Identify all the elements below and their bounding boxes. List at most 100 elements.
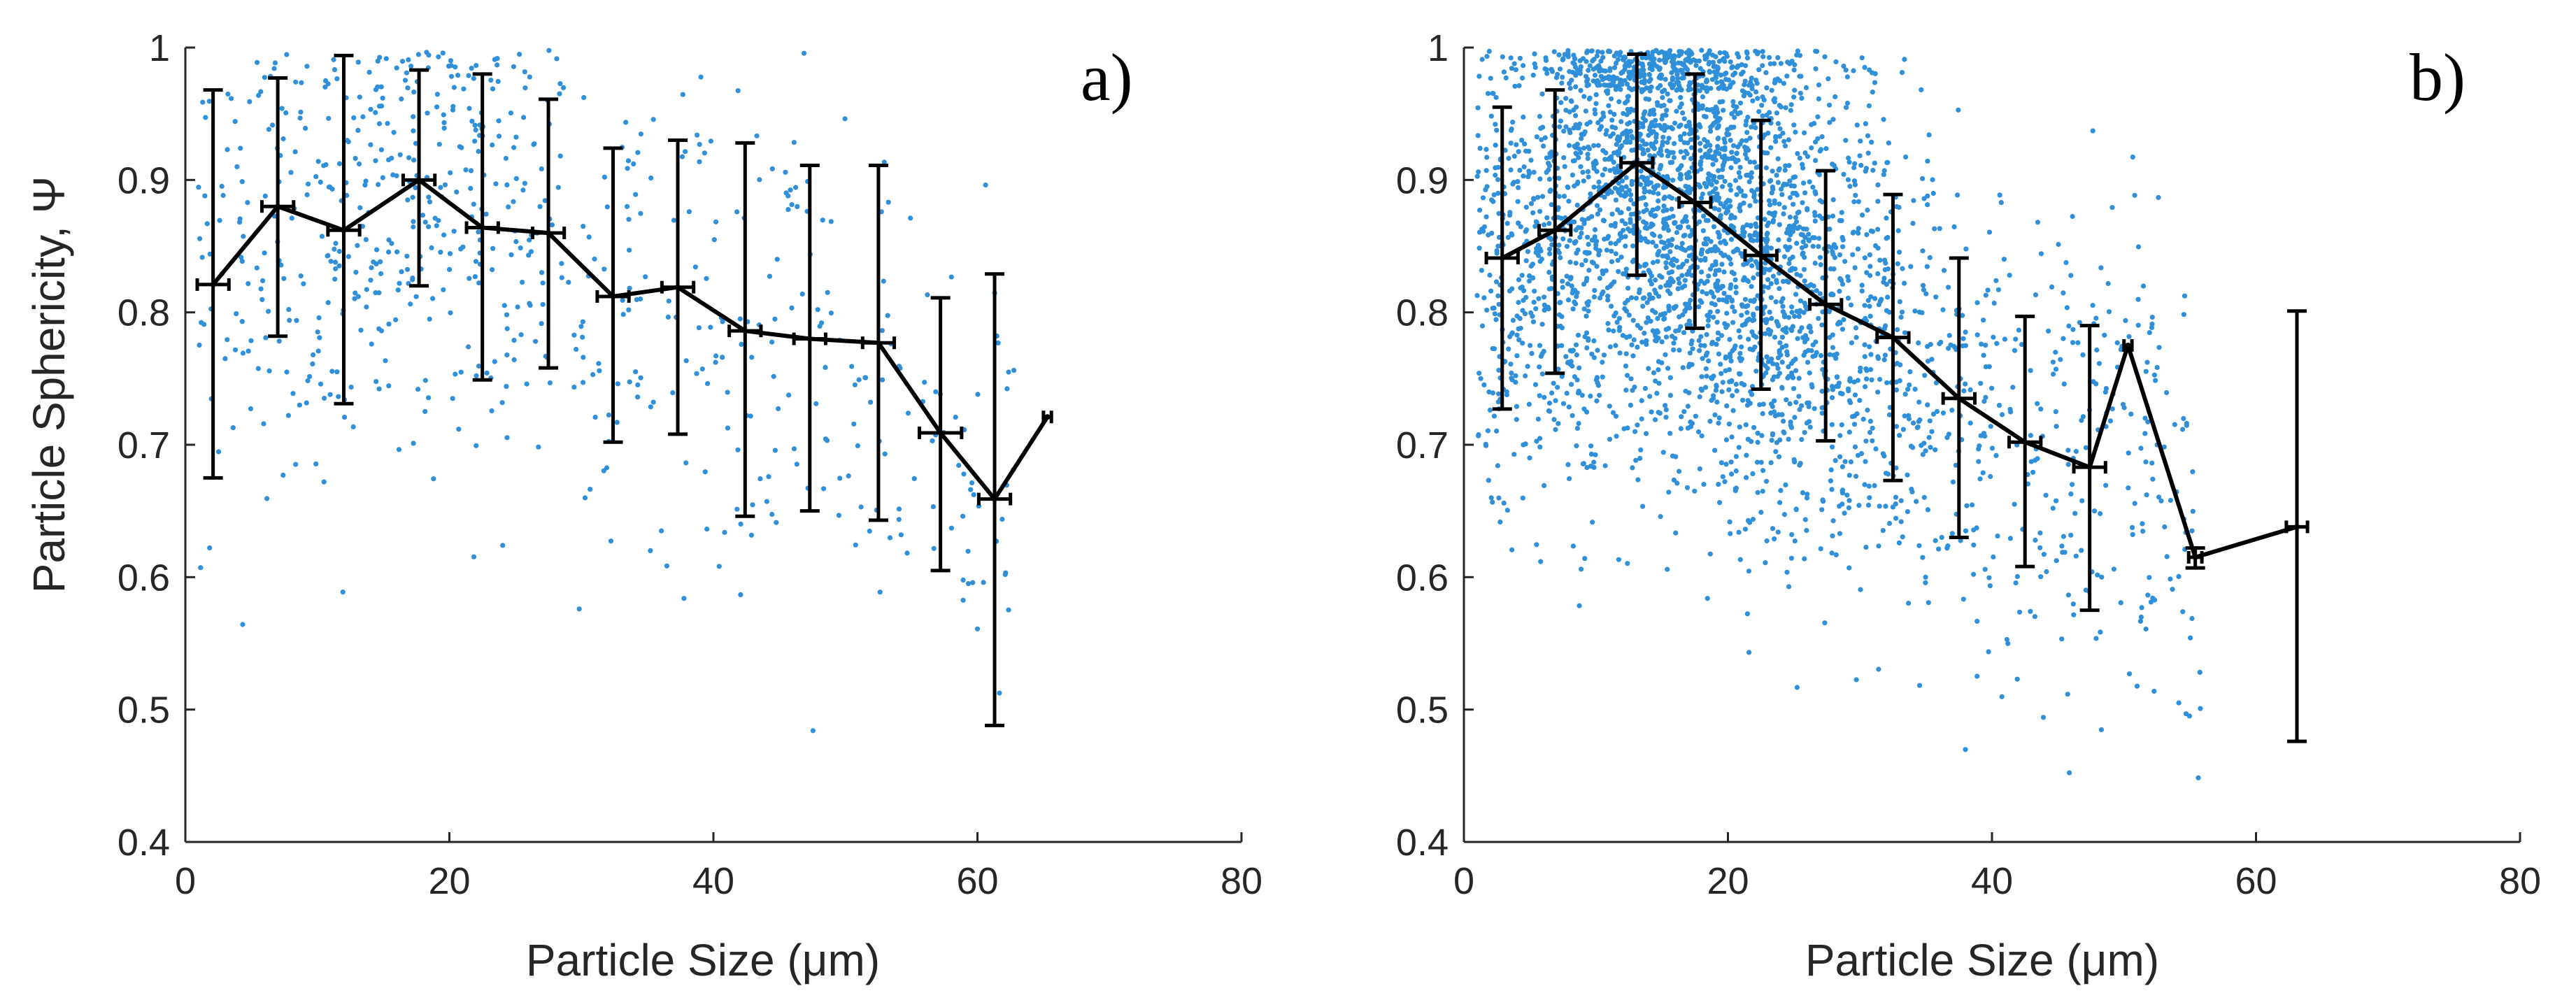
scatter-point — [2151, 372, 2157, 378]
scatter-point — [1770, 377, 1775, 383]
scatter-point — [737, 316, 743, 322]
scatter-point — [1805, 154, 1811, 159]
scatter-point — [1713, 259, 1718, 264]
scatter-point — [2028, 433, 2033, 438]
scatter-point — [2118, 347, 2123, 352]
scatter-point — [1767, 266, 1772, 272]
scatter-point — [454, 190, 460, 195]
scatter-point — [1977, 476, 1983, 482]
scatter-point — [1785, 376, 1791, 381]
scatter-point — [1729, 297, 1735, 303]
scatter-point — [1705, 596, 1710, 601]
scatter-point — [1864, 231, 1870, 238]
scatter-point — [1666, 303, 1672, 309]
scatter-point — [1592, 107, 1597, 113]
scatter-point — [1586, 146, 1592, 152]
scatter-point — [1670, 178, 1676, 183]
scatter-point — [1745, 317, 1751, 322]
scatter-point — [1735, 51, 1740, 57]
scatter-point — [399, 59, 406, 64]
scatter-point — [856, 377, 862, 383]
scatter-point — [1705, 317, 1712, 323]
scatter-point — [1853, 677, 1859, 683]
scatter-point — [1663, 260, 1669, 266]
scatter-point — [896, 506, 902, 512]
scatter-point — [1786, 237, 1792, 243]
scatter-point — [1885, 294, 1891, 300]
scatter-point — [1896, 540, 1902, 545]
scatter-point — [202, 193, 208, 199]
scatter-point — [1902, 413, 1907, 419]
scatter-point — [1693, 63, 1699, 69]
scatter-point — [1678, 324, 1684, 329]
scatter-point — [631, 161, 636, 166]
scatter-point — [1742, 297, 1748, 302]
scatter-point — [1909, 486, 1914, 492]
scatter-point — [1648, 180, 1653, 185]
scatter-point — [1728, 531, 1733, 536]
scatter-point — [287, 317, 292, 323]
scatter-point — [1653, 243, 1659, 249]
scatter-point — [1475, 105, 1481, 110]
scatter-point — [1764, 248, 1770, 253]
scatter-point — [1971, 527, 1977, 533]
scatter-point — [1486, 48, 1492, 54]
scatter-point — [1651, 129, 1656, 134]
scatter-point — [411, 90, 417, 95]
scatter-point — [488, 78, 494, 83]
scatter-point — [1674, 480, 1680, 486]
scatter-point — [1759, 103, 1765, 108]
scatter-point — [1699, 433, 1705, 438]
scatter-point — [1927, 255, 1933, 260]
scatter-point — [1925, 507, 1930, 513]
scatter-point — [1536, 296, 1542, 301]
scatter-point — [1742, 90, 1747, 95]
scatter-point — [1723, 76, 1729, 83]
y-tick-label: 0.9 — [1396, 159, 1449, 201]
scatter-point — [1605, 297, 1611, 303]
scatter-point — [1779, 345, 1785, 350]
scatter-point — [1509, 231, 1514, 236]
scatter-point — [1755, 439, 1760, 445]
scatter-point — [1722, 140, 1728, 145]
scatter-point — [368, 142, 373, 148]
scatter-point — [1625, 285, 1631, 291]
scatter-point — [1749, 257, 1754, 262]
scatter-point — [1837, 433, 1843, 438]
scatter-point — [1653, 290, 1659, 296]
scatter-point — [1669, 269, 1674, 275]
scatter-point — [1830, 117, 1836, 122]
scatter-point — [1767, 309, 1772, 315]
scatter-point — [1567, 476, 1572, 482]
scatter-point — [1840, 327, 1845, 332]
scatter-point — [1764, 538, 1770, 544]
scatter-point — [720, 355, 725, 360]
scatter-point — [1708, 238, 1714, 244]
scatter-point — [574, 346, 579, 352]
scatter-point — [772, 316, 778, 322]
scatter-point — [350, 424, 356, 430]
scatter-point — [1979, 341, 1984, 347]
scatter-point — [1763, 70, 1769, 76]
scatter-point — [1714, 320, 1720, 325]
scatter-point — [1711, 294, 1716, 300]
scatter-point — [315, 329, 320, 335]
scatter-point — [1819, 199, 1825, 205]
mean-point — [1956, 395, 1962, 401]
scatter-point — [1822, 620, 1828, 626]
scatter-point — [1577, 365, 1582, 371]
scatter-point — [1539, 371, 1545, 377]
scatter-point — [1844, 100, 1851, 106]
scatter-point — [410, 277, 415, 283]
scatter-point — [1721, 269, 1727, 275]
scatter-point — [1813, 157, 1819, 164]
scatter-point — [1815, 136, 1821, 141]
scatter-point — [1742, 382, 1747, 388]
scatter-point — [1879, 297, 1884, 302]
scatter-point — [1711, 177, 1716, 183]
scatter-point — [1771, 213, 1777, 219]
scatter-point — [566, 280, 571, 285]
scatter-point — [489, 408, 494, 414]
scatter-point — [1802, 255, 1807, 260]
scatter-point — [1667, 249, 1673, 255]
